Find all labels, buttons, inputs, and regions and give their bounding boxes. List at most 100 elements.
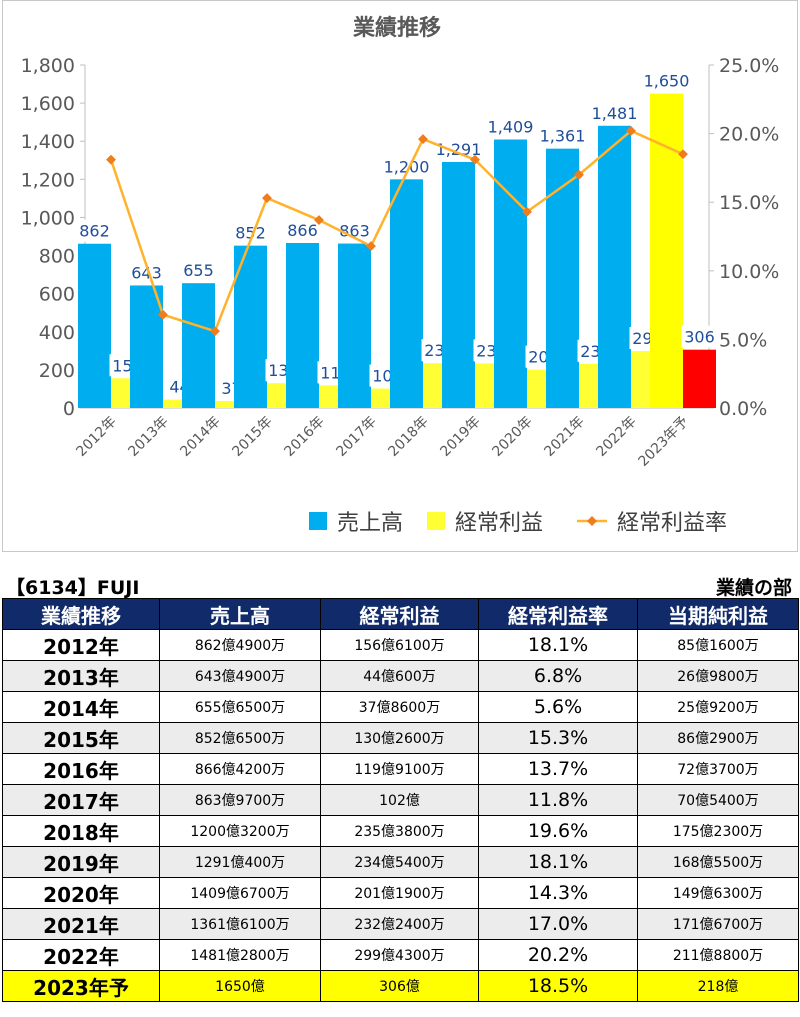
cell-sales: 1650億: [159, 970, 321, 1002]
margin-point: [626, 125, 636, 136]
cell-net-income: 211億8800万: [637, 939, 799, 971]
profit-bar: [215, 400, 248, 408]
cell-profit-margin: 19.6%: [478, 815, 638, 847]
cell-sales: 852億6500万: [159, 722, 321, 754]
sales-bar: [598, 125, 631, 408]
cell-profit-margin: 17.0%: [478, 908, 638, 940]
table-row: 2013年 643億4900万 44億600万 6.8% 26億9800万: [2, 660, 799, 692]
header-sales: 売上高: [159, 598, 321, 630]
sales-data-label: 862: [79, 222, 110, 241]
cell-sales: 866億4200万: [159, 753, 321, 785]
sales-label-bg: [128, 261, 165, 284]
right-axis-tick-label: 25.0%: [719, 55, 779, 77]
legend-profit-label: 経常利益: [455, 511, 543, 536]
left-axis-tick-label: 1,200: [21, 169, 75, 191]
cell-profit-margin: 20.2%: [478, 939, 638, 971]
sales-data-label: 1,650: [644, 72, 690, 91]
sales-label-bg: [586, 101, 643, 124]
x-axis-tick-label: 2016年: [281, 414, 327, 460]
margin-point: [106, 154, 116, 165]
x-axis-tick-label: 2019年: [437, 414, 483, 460]
legend-margin-marker: [587, 516, 597, 526]
sales-label-bg: [180, 259, 217, 282]
cell-net-income: 86億2900万: [637, 722, 799, 754]
cell-ordinary-profit: 44億600万: [320, 660, 479, 692]
margin-point: [470, 154, 480, 165]
header-net-income: 当期純利益: [637, 598, 799, 630]
x-axis-tick-label: 2017年: [333, 414, 379, 460]
sales-bar: [182, 283, 215, 408]
table-header-row: 業績推移 売上高 経常利益 経常利益率 当期純利益: [2, 598, 799, 630]
left-axis-tick-label: 600: [39, 284, 75, 306]
sales-label-bg: [76, 219, 113, 242]
cell-net-income: 25億9200万: [637, 691, 799, 723]
company-code-caption: 【6134】FUJI: [6, 577, 140, 599]
header-period: 業績推移: [2, 598, 160, 630]
cell-sales: 863億9700万: [159, 784, 321, 816]
cell-period: 2023年予: [2, 970, 160, 1002]
profit-bar: [683, 349, 716, 408]
cell-sales: 1481億2800万: [159, 939, 321, 971]
sales-data-label: 1,409: [488, 118, 534, 137]
cell-sales: 862億4900万: [159, 629, 321, 661]
table-row: 2012年 862億4900万 156億6100万 18.1% 85億1600万: [2, 629, 799, 661]
sales-label-bg: [378, 155, 435, 178]
table-row-forecast: 2023年予 1650億 306億 18.5% 218億: [2, 970, 799, 1002]
cell-net-income: 218億: [637, 970, 799, 1002]
cell-net-income: 149億6300万: [637, 877, 799, 909]
left-axis-tick-label: 400: [39, 322, 75, 344]
cell-ordinary-profit: 102億: [320, 784, 479, 816]
cell-net-income: 26億9800万: [637, 660, 799, 692]
x-axis-tick-label: 2015年: [229, 414, 275, 460]
performance-table: 業績推移 売上高 経常利益 経常利益率 当期純利益 2012年 862億4900万…: [2, 598, 799, 1002]
sales-label-bg: [232, 221, 269, 244]
x-axis-tick-label: 2012年: [73, 414, 119, 460]
x-axis-tick-label: 2020年: [489, 414, 535, 460]
table-row: 2019年 1291億400万 234億5400万 18.1% 168億5500万: [2, 846, 799, 878]
margin-point: [678, 149, 688, 160]
sales-data-label: 1,200: [384, 157, 430, 176]
table-row: 2016年 866億4200万 119億9100万 13.7% 72億3700万: [2, 753, 799, 785]
margin-point: [418, 134, 428, 145]
sales-label-bg: [284, 218, 321, 241]
right-axis-tick-label: 5.0%: [719, 329, 767, 351]
cell-ordinary-profit: 156億6100万: [320, 629, 479, 661]
margin-point: [314, 215, 324, 225]
x-axis-tick-label: 2013年: [125, 414, 171, 460]
sales-bar: [234, 245, 267, 408]
sales-data-label: 863: [339, 222, 370, 241]
left-axis-tick-label: 1,600: [21, 93, 75, 115]
right-axis-tick-label: 15.0%: [719, 192, 779, 214]
cell-sales: 643億4900万: [159, 660, 321, 692]
x-axis-tick-label: 2022年: [593, 414, 639, 460]
cell-period: 2012年: [2, 629, 160, 661]
sales-data-label: 1,291: [436, 140, 482, 159]
performance-chart: 業績推移 0 200 400 600 800 1,000 1,200 1,400 1,600 1,8…: [21, 15, 780, 536]
right-axis-tick-label: 10.0%: [719, 261, 779, 283]
cell-ordinary-profit: 306億: [320, 970, 479, 1002]
cell-profit-margin: 18.5%: [478, 970, 638, 1002]
sales-data-label: 643: [131, 263, 162, 282]
table-row: 2021年 1361億6100万 232億2400万 17.0% 171億6700万: [2, 908, 799, 940]
sales-bar: [338, 243, 371, 408]
margin-point: [522, 206, 532, 217]
cell-period: 2019年: [2, 846, 160, 878]
cell-period: 2021年: [2, 908, 160, 940]
sales-bar: [390, 179, 423, 408]
profit-data-label: 306: [684, 328, 715, 347]
cell-period: 2014年: [2, 691, 160, 723]
sales-bar: [546, 148, 579, 409]
sales-data-label: 1,481: [592, 104, 638, 123]
header-ordinary-profit: 経常利益: [320, 598, 479, 630]
sales-bar: [130, 285, 163, 408]
cell-profit-margin: 11.8%: [478, 784, 638, 816]
chart-panel: 業績推移 0 200 400 600 800 1,000 1,200 1,400 1,600 1,8…: [2, 0, 798, 552]
sales-bar: [442, 161, 475, 408]
cell-period: 2016年: [2, 753, 160, 785]
left-axis-tick-label: 1,400: [21, 131, 75, 153]
cell-sales: 1409億6700万: [159, 877, 321, 909]
cell-period: 2013年: [2, 660, 160, 692]
margin-point: [574, 169, 584, 180]
table-row: 2015年 852億6500万 130億2600万 15.3% 86億2900万: [2, 722, 799, 754]
cell-ordinary-profit: 299億4300万: [320, 939, 479, 971]
